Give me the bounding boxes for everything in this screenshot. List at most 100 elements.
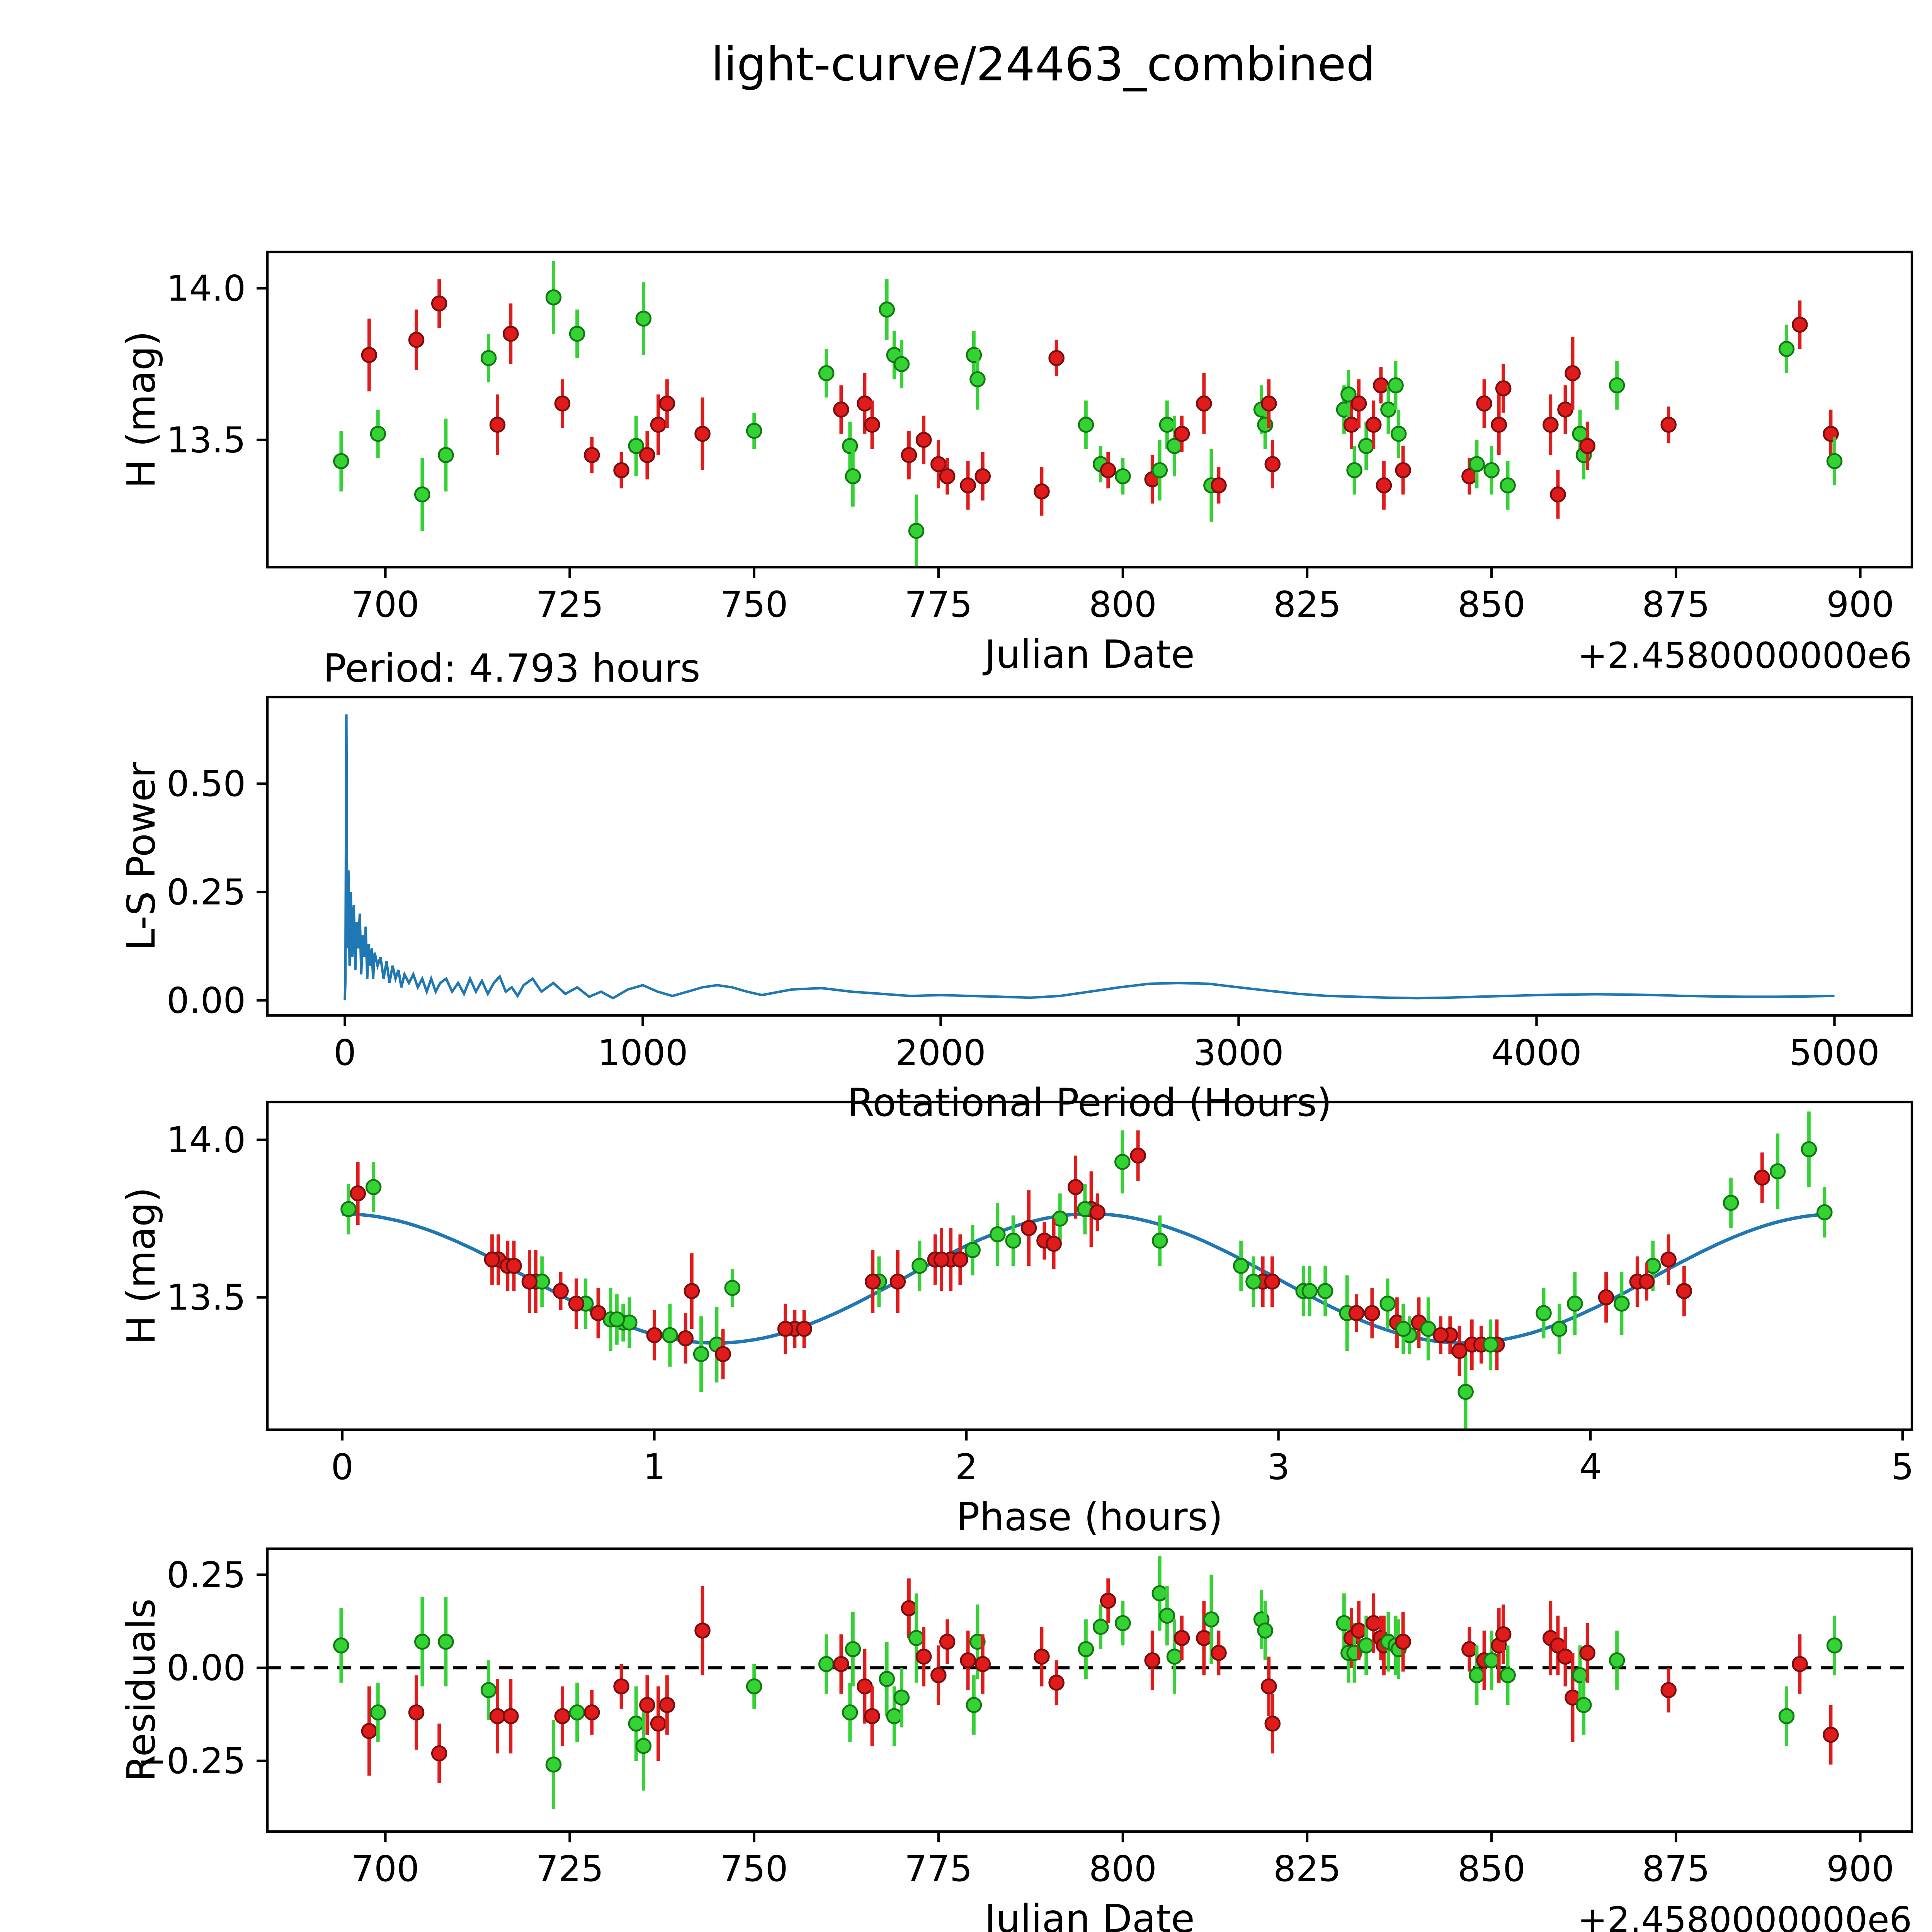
data-point-marker	[1151, 1232, 1168, 1249]
x-tick-label: 900	[1827, 1848, 1895, 1889]
data-point-marker	[662, 1327, 678, 1344]
data-point-marker	[650, 1715, 667, 1732]
data-point-marker	[724, 1280, 741, 1296]
data-point-marker	[1388, 377, 1404, 394]
axes-frame	[266, 696, 1913, 1017]
data-point-marker	[1364, 1305, 1380, 1321]
data-point-marker	[1089, 1204, 1105, 1221]
data-point-marker	[864, 1708, 880, 1725]
data-point-marker	[489, 417, 506, 433]
data-point-marker	[628, 438, 645, 454]
data-point-marker	[1373, 377, 1389, 394]
data-point-marker	[569, 326, 585, 342]
x-axis-label: Phase (hours)	[956, 1494, 1223, 1539]
data-point-marker	[1196, 395, 1212, 412]
data-point-marker	[1301, 1283, 1318, 1299]
data-point-marker	[1483, 462, 1500, 478]
data-point-marker	[568, 1296, 585, 1312]
data-point-marker	[1034, 483, 1050, 500]
data-point-marker	[930, 456, 947, 473]
data-point-marker	[1469, 1667, 1485, 1684]
data-point-marker	[1048, 1674, 1065, 1691]
data-point-marker	[613, 1678, 629, 1695]
data-point-marker	[1458, 1384, 1474, 1400]
data-point-marker	[1020, 1220, 1037, 1236]
data-point-marker	[1543, 417, 1559, 433]
data-point-marker	[489, 1708, 506, 1725]
y-tick-label: 0.00	[167, 1647, 246, 1689]
data-point-marker	[414, 1633, 430, 1650]
x-tick-label: 5	[1891, 1446, 1914, 1488]
data-point-marker	[1778, 1708, 1795, 1725]
x-tick-label: 5000	[1789, 1032, 1879, 1073]
data-point-marker	[1550, 486, 1566, 503]
data-point-marker	[1557, 1648, 1573, 1665]
data-point-marker	[864, 417, 880, 433]
data-point-marker	[333, 1637, 349, 1654]
data-point-marker	[1260, 1678, 1277, 1695]
data-point-marker	[1100, 462, 1116, 478]
x-axis-label: Julian Date	[982, 1896, 1195, 1932]
y-axis-label: L-S Power	[119, 762, 164, 951]
data-point-marker	[930, 1667, 947, 1684]
data-point-marker	[1676, 1283, 1692, 1299]
y-tick-label: 13.5	[167, 1277, 246, 1318]
data-point-marker	[350, 1185, 366, 1202]
data-point-marker	[845, 468, 861, 485]
data-point-marker	[901, 447, 917, 463]
data-point-marker	[1350, 395, 1367, 412]
data-point-marker	[484, 1251, 500, 1268]
data-point-marker	[715, 1346, 731, 1362]
y-axis-label: H (mag)	[119, 1187, 164, 1344]
x-tick-label: 875	[1642, 1848, 1710, 1889]
y-tick-label: 0.25	[167, 1554, 246, 1595]
y-tick-label: −0.25	[137, 1740, 246, 1782]
y-tick-label: 14.0	[167, 1119, 246, 1161]
data-point-marker	[370, 425, 386, 442]
data-point-marker	[1078, 1641, 1094, 1657]
data-point-marker	[408, 332, 425, 348]
x-tick-label: 725	[536, 584, 604, 625]
data-point-marker	[889, 1273, 906, 1290]
data-point-marker	[1557, 401, 1573, 418]
data-point-marker	[628, 1715, 645, 1732]
data-point-marker	[590, 1305, 606, 1321]
data-point-marker	[1365, 1615, 1382, 1631]
data-point-marker	[1451, 1343, 1468, 1359]
data-point-marker	[1166, 1648, 1183, 1665]
x-tick-label: 800	[1089, 1848, 1157, 1889]
data-point-marker	[1346, 462, 1362, 478]
data-point-marker	[1792, 1656, 1808, 1672]
data-point-marker	[1376, 477, 1392, 493]
data-point-marker	[365, 1179, 382, 1195]
data-point-marker	[1390, 425, 1407, 442]
data-point-marker	[1365, 417, 1382, 433]
data-point-marker	[1203, 1611, 1219, 1628]
data-point-marker	[1211, 477, 1227, 493]
panel-p1: 700 725 750 775 800 825 850 875 900 14.0 13.5 Julia…	[119, 250, 1913, 677]
data-point-marker	[1100, 1593, 1116, 1609]
period-annotation: Period: 4.793 hours	[323, 646, 701, 691]
data-point-marker	[1754, 1169, 1770, 1186]
data-point-marker	[1792, 316, 1808, 333]
data-point-marker	[933, 1251, 950, 1268]
y-axis-label: H (mag)	[119, 331, 164, 488]
data-point-marker	[1816, 1204, 1833, 1221]
data-point-marker	[639, 1697, 655, 1713]
figure-title: light-curve/24463_combined	[711, 38, 1376, 92]
x-tick-label: 850	[1458, 584, 1526, 625]
y-tick-label: 0.00	[167, 980, 246, 1021]
x-tick-label: 875	[1642, 584, 1710, 625]
data-point-marker	[370, 1704, 386, 1721]
data-point-marker	[1395, 1633, 1411, 1650]
data-point-marker	[1115, 468, 1131, 485]
x-tick-label: 1000	[597, 1032, 688, 1073]
x-tick-label: 0	[333, 1032, 356, 1073]
x-tick-label: 775	[905, 1848, 973, 1889]
data-point-marker	[915, 432, 932, 448]
data-point-marker	[553, 1283, 569, 1299]
x-tick-label: 750	[720, 584, 788, 625]
panel-p3: 0 1 2 3 4 5 14.0 13.5 Phase (hours) H (mag)	[119, 1100, 1914, 1539]
data-point-marker	[1067, 1179, 1084, 1195]
